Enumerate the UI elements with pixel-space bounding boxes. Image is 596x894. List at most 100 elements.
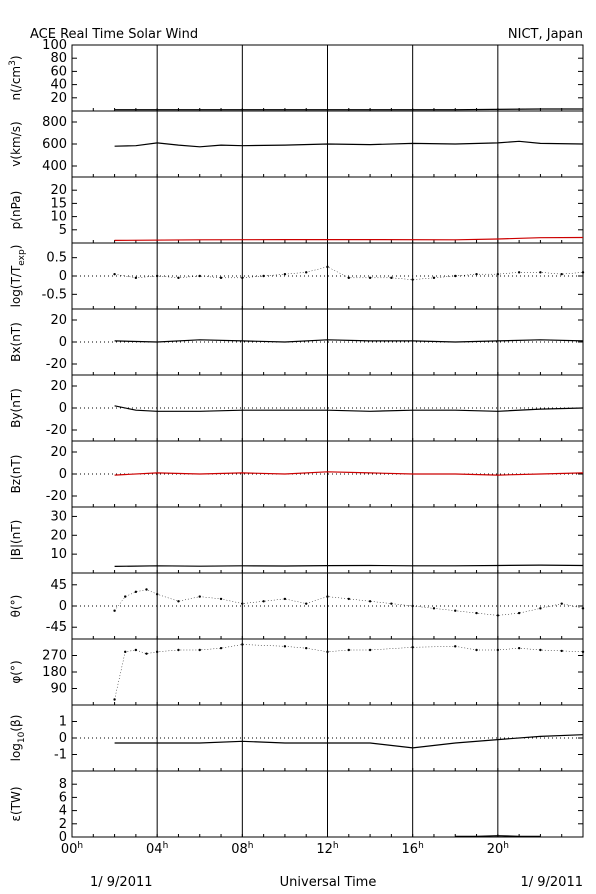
data-point-temp — [219, 276, 223, 280]
data-point-theta — [560, 602, 563, 605]
data-point-phi — [560, 649, 563, 653]
y-tick-label: 0 — [59, 830, 67, 845]
y-label-end: (β) — [9, 715, 23, 732]
data-point-phi — [177, 648, 180, 652]
y-label-end: ) — [9, 55, 23, 60]
data-point-temp — [560, 272, 563, 276]
data-point-phi — [368, 648, 372, 652]
data-point-phi — [454, 645, 457, 648]
x-axis: 00h 04h 08h 12h 16h 20h — [61, 841, 509, 857]
data-point-temp — [517, 271, 521, 274]
data-point-theta — [368, 600, 372, 603]
data-point-theta — [539, 607, 542, 610]
y-tick-label: 45 — [50, 578, 67, 593]
y-tick-label: 0 — [59, 269, 67, 284]
data-point-theta — [581, 607, 585, 610]
series-trace-phi — [114, 644, 584, 700]
data-point-theta — [283, 597, 287, 601]
data-point-temp — [155, 274, 159, 278]
series-line-eps — [455, 835, 541, 837]
x-tick-suffix: h — [163, 841, 169, 851]
y-tick-label: -1 — [54, 748, 67, 763]
y-tick-label: 10 — [50, 547, 67, 562]
series-line-beta — [114, 734, 584, 749]
data-point-phi — [305, 646, 308, 650]
data-point-theta — [454, 609, 457, 612]
data-point-theta — [198, 595, 201, 598]
data-point-theta — [326, 595, 329, 598]
y-axis-label: Bz(nT) — [9, 455, 23, 494]
data-point-phi — [145, 652, 148, 655]
data-point-temp — [581, 271, 585, 274]
y-label-end: ) — [9, 245, 23, 250]
data-point-phi — [124, 650, 127, 654]
y-tick-label: -20 — [46, 489, 67, 504]
data-point-theta — [219, 597, 223, 601]
y-tick-label: 20 — [50, 379, 67, 394]
panel-v: 400 600 800 v(km/s) — [9, 110, 584, 178]
y-axis-label: θ(°) — [9, 595, 23, 618]
data-point-temp — [283, 272, 287, 276]
data-point-phi — [241, 643, 244, 646]
panels-group: 20406080100n(/cm3)400600800v(km/s)510152… — [8, 38, 585, 845]
series-line-v — [114, 140, 584, 148]
data-point-theta — [124, 595, 127, 598]
y-axis-label: By(nT) — [9, 388, 23, 428]
chart-source: NICT, Japan — [508, 27, 583, 42]
y-label-sub: 10 — [17, 731, 27, 743]
x-tick-label: 16h — [402, 841, 424, 857]
panel-theta: -45 0 45 θ(°) — [9, 572, 585, 640]
x-tick-label: 12h — [316, 841, 338, 857]
x-tick-suffix: h — [418, 841, 424, 851]
y-axis-label: |B|(nT) — [9, 520, 23, 561]
y-tick-label: 20 — [50, 313, 67, 328]
x-tick-label: 08h — [231, 841, 253, 857]
data-point-theta — [262, 600, 265, 603]
y-tick-label: 6 — [59, 790, 67, 805]
y-tick-label: 20 — [50, 528, 67, 543]
x-tick-suffix: h — [503, 841, 509, 851]
y-tick-label: 400 — [42, 159, 67, 174]
series-line-bx — [114, 339, 584, 343]
y-tick-label: 180 — [42, 665, 67, 680]
data-point-temp — [454, 274, 457, 278]
data-point-temp — [113, 272, 116, 276]
data-point-theta — [241, 602, 244, 605]
data-point-theta — [113, 609, 116, 612]
data-point-temp — [496, 272, 500, 276]
y-tick-label: -45 — [46, 620, 67, 635]
data-point-theta — [134, 590, 138, 594]
y-tick-label: 0 — [59, 335, 67, 350]
data-point-theta — [155, 593, 159, 596]
y-tick-label: 8 — [59, 777, 67, 792]
y-tick-label: 80 — [50, 51, 67, 66]
panel-beta: -1 01 log10(β) — [9, 704, 584, 772]
data-point-temp — [241, 276, 244, 280]
data-point-temp — [134, 276, 138, 280]
data-point-phi — [517, 646, 521, 650]
y-tick-label: 600 — [42, 137, 67, 152]
panel-bt: 10 20 30 |B|(nT) — [9, 506, 584, 574]
y-tick-label: 800 — [42, 115, 67, 130]
data-point-temp — [262, 274, 265, 278]
data-point-theta — [496, 614, 500, 617]
footer-date-right: 1/ 9/2011 — [520, 875, 583, 890]
panel-bx: -20 0 20 Bx(nT) — [9, 308, 584, 376]
data-point-theta — [475, 611, 478, 615]
y-tick-label: 10 — [50, 210, 67, 225]
data-point-temp — [432, 276, 436, 280]
data-point-theta — [305, 602, 308, 605]
y-axis-label: φ(°) — [9, 660, 23, 683]
chart-title: ACE Real Time Solar Wind — [30, 27, 198, 42]
y-axis-label: v(km/s) — [9, 121, 23, 166]
data-point-temp — [326, 265, 329, 269]
y-axis-label: ε(TW) — [9, 786, 23, 821]
data-point-phi — [539, 648, 542, 652]
y-tick-label: 0 — [59, 401, 67, 416]
data-point-temp — [475, 272, 478, 276]
x-tick-suffix: h — [248, 841, 254, 851]
data-point-phi — [219, 646, 223, 650]
footer-xlabel: Universal Time — [280, 875, 377, 890]
data-point-phi — [411, 646, 414, 649]
